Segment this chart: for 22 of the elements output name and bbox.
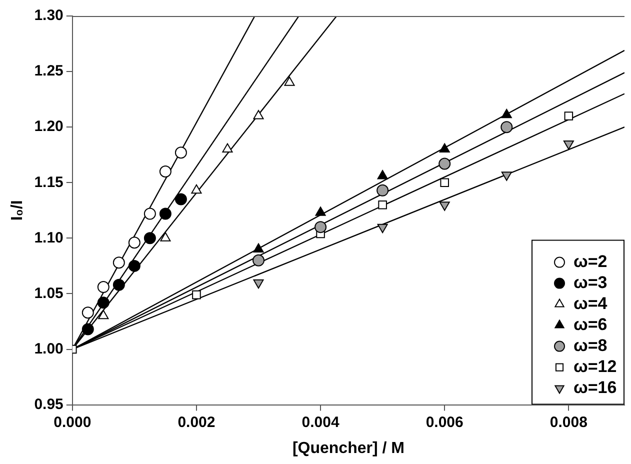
- x-axis-title: [Quencher] / M: [292, 440, 404, 457]
- x-tick-label: 0.002: [178, 414, 216, 431]
- legend-label: ω=16: [574, 378, 617, 397]
- y-axis-title: I₀/I: [9, 200, 26, 221]
- y-tick-label: 1.00: [34, 340, 64, 358]
- legend-label: ω=4: [574, 294, 608, 313]
- y-tick-label: 1.30: [34, 7, 64, 24]
- legend-label: ω=3: [574, 272, 608, 292]
- x-tick-label: 0.000: [54, 414, 92, 431]
- y-tick-label: 1.25: [34, 62, 64, 80]
- y-tick-label: 1.15: [34, 174, 64, 191]
- y-tick-label: 1.05: [34, 284, 64, 302]
- legend-label: ω=12: [574, 356, 617, 376]
- x-tick-label: 0.004: [302, 414, 340, 431]
- legend-label: ω=2: [574, 252, 608, 271]
- y-tick-label: 1.10: [34, 229, 64, 246]
- legend-label: ω=6: [574, 314, 608, 334]
- x-tick-label: 0.008: [550, 414, 588, 431]
- y-tick-label: 1.20: [34, 118, 64, 136]
- y-tick-label: 0.95: [34, 396, 64, 413]
- x-tick-label: 0.006: [426, 414, 464, 431]
- legend-label: ω=8: [574, 336, 608, 355]
